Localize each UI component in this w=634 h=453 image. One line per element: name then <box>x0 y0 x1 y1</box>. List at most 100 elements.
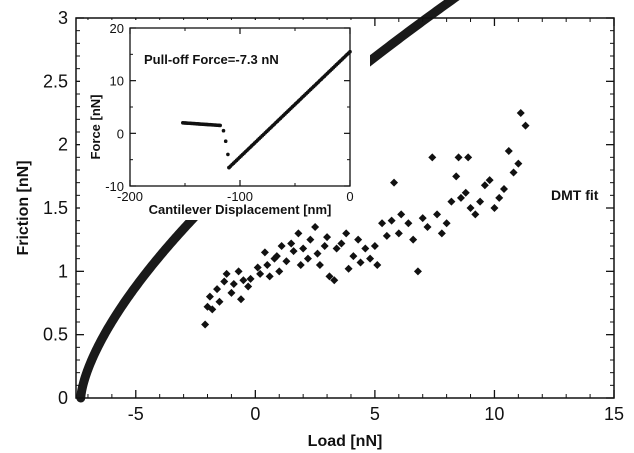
x-tick-label: -5 <box>128 404 144 424</box>
inset-y-tick-label: 0 <box>117 126 124 141</box>
data-point-diamond <box>490 204 499 212</box>
data-point-diamond <box>409 235 418 244</box>
data-point-diamond <box>437 229 446 238</box>
data-point-diamond <box>361 244 370 253</box>
data-point-diamond <box>433 210 442 219</box>
data-point-diamond <box>282 257 291 266</box>
data-point-diamond <box>265 272 274 281</box>
x-tick-label: 15 <box>604 404 624 424</box>
data-point-diamond <box>246 274 255 283</box>
data-point-diamond <box>378 219 387 228</box>
data-point-diamond <box>456 193 465 202</box>
inset-data-point <box>226 152 230 157</box>
x-axis-title: Load [nN] <box>308 433 383 450</box>
data-point-diamond <box>366 254 375 263</box>
inset-y-axis-title: Force [nN] <box>88 95 103 160</box>
dmt-fit-label: DMT fit <box>551 187 599 203</box>
data-point-diamond <box>253 263 262 272</box>
data-point-diamond <box>213 285 222 294</box>
data-point-diamond <box>330 276 339 285</box>
y-tick-label: 1.5 <box>43 198 68 218</box>
data-point-diamond <box>394 229 403 238</box>
data-point-diamond <box>234 267 243 276</box>
data-point-diamond <box>332 244 341 253</box>
data-point-diamond <box>289 247 298 256</box>
data-point-diamond <box>222 269 231 278</box>
data-point-diamond <box>452 172 461 181</box>
data-point-diamond <box>229 280 238 288</box>
data-point-diamond <box>382 231 391 240</box>
data-point-diamond <box>370 242 379 250</box>
x-tick-label: 0 <box>250 404 260 424</box>
data-point-diamond <box>306 235 315 244</box>
data-point-diamond <box>404 219 413 228</box>
data-point-diamond <box>373 261 382 269</box>
data-point-diamond <box>303 254 312 263</box>
data-point-diamond <box>287 239 296 248</box>
data-point-diamond <box>387 216 396 225</box>
data-point-diamond <box>215 297 224 306</box>
inset-data-points <box>181 49 352 170</box>
data-point-diamond <box>263 261 272 269</box>
data-point-diamond <box>239 276 248 285</box>
main-data-points <box>201 109 530 329</box>
data-point-diamond <box>342 229 351 238</box>
data-point-diamond <box>413 267 422 276</box>
main-tick-labels: -5 0 5 10 15 0 0.5 1 1.5 2 2.5 3 <box>43 8 624 424</box>
data-point-diamond <box>299 244 308 253</box>
y-tick-label: 2.5 <box>43 71 68 91</box>
inset-background <box>80 20 370 220</box>
data-point-diamond <box>337 239 346 248</box>
data-point-diamond <box>461 188 470 197</box>
inset-x-tick-label: 0 <box>346 189 353 204</box>
x-tick-label: 10 <box>484 404 504 424</box>
data-point-diamond <box>227 288 236 297</box>
data-point-diamond <box>476 197 485 206</box>
data-point-diamond <box>423 223 432 231</box>
data-point-diamond <box>509 168 518 177</box>
inset-data-point <box>223 139 228 144</box>
data-point-diamond <box>272 252 281 261</box>
inset-ticks <box>129 27 351 187</box>
data-point-diamond <box>220 277 229 286</box>
data-point-diamond <box>311 223 320 231</box>
data-point-diamond <box>495 193 504 202</box>
data-point-diamond <box>500 185 509 193</box>
inset-y-tick-label: 20 <box>110 21 124 36</box>
data-point-diamond <box>294 229 303 238</box>
data-point-diamond <box>260 248 269 257</box>
y-tick-label: 2 <box>58 135 68 155</box>
y-tick-label: 1 <box>58 261 68 281</box>
data-point-diamond <box>205 292 214 301</box>
data-point-diamond <box>349 252 358 261</box>
inset-y-tick-label: 10 <box>110 74 124 89</box>
data-point-diamond <box>275 267 284 276</box>
data-point-diamond <box>418 214 427 223</box>
x-tick-label: 5 <box>370 404 380 424</box>
data-point-diamond <box>356 258 365 267</box>
inset-x-tick-label: -200 <box>117 189 143 204</box>
inset-x-axis-title: Cantilever Displacement [nm] <box>149 202 332 217</box>
data-point-diamond <box>344 264 353 273</box>
data-point-diamond <box>323 233 332 242</box>
data-point-diamond <box>236 295 245 304</box>
data-point-diamond <box>296 261 305 269</box>
data-point-diamond <box>442 219 451 228</box>
data-point-diamond <box>313 249 322 258</box>
data-point-diamond <box>390 178 399 187</box>
inset-title: Pull-off Force=-7.3 nN <box>144 52 279 67</box>
data-point-diamond <box>454 153 463 162</box>
y-axis-title: Friction [nN] <box>15 160 32 255</box>
data-point-diamond <box>320 242 329 250</box>
data-point-diamond <box>208 305 217 314</box>
data-point-diamond <box>447 197 456 206</box>
data-point-diamond <box>485 176 494 185</box>
data-point-diamond <box>504 147 513 155</box>
data-point-diamond <box>464 153 473 162</box>
data-point-diamond <box>480 181 489 190</box>
data-point-diamond <box>521 121 530 130</box>
inset-data-point <box>218 123 222 128</box>
